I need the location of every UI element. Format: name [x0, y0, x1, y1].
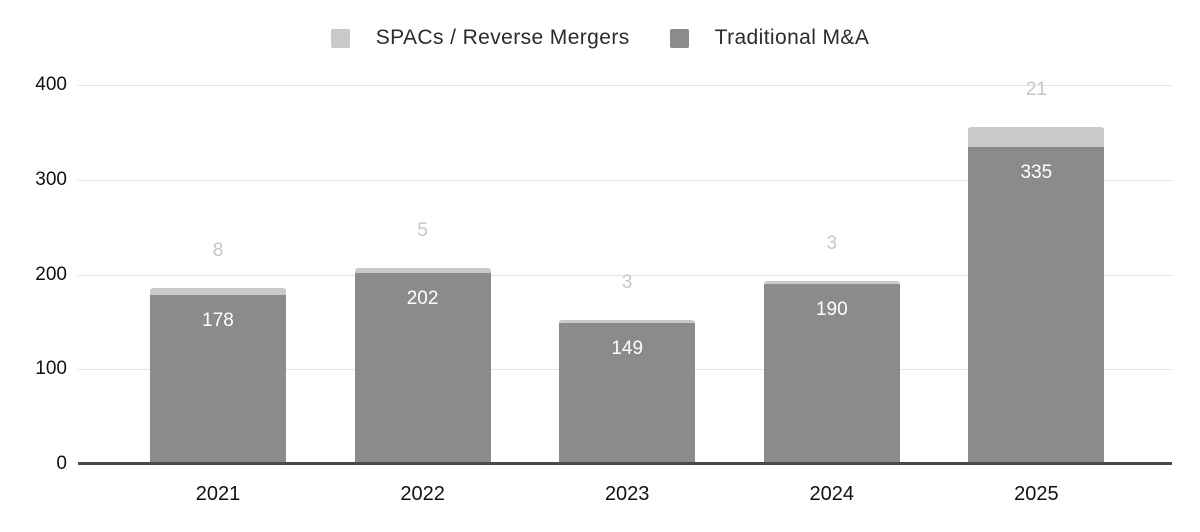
- legend-item: SPACs / Reverse Mergers: [330, 26, 630, 50]
- y-axis-tick-label: 100: [35, 358, 67, 380]
- bar-value-label-spacs: 5: [417, 219, 428, 241]
- bar-segment-spacs: [150, 287, 286, 296]
- bar-value-label-traditional: 335: [1020, 161, 1053, 183]
- bar-segment-spacs: [559, 319, 696, 323]
- legend: SPACs / Reverse Mergers Traditional M&A: [0, 26, 1200, 50]
- legend-swatch-icon: [669, 28, 689, 48]
- bar-value-label-traditional: 202: [406, 287, 439, 309]
- bar-segment-spacs: [968, 126, 1105, 147]
- bar-value-label-spacs: 3: [621, 271, 633, 293]
- legend-item: Traditional M&A: [669, 26, 870, 50]
- bar-segment-traditional: [150, 295, 286, 464]
- bar-segment-spacs: [354, 267, 491, 273]
- x-axis-category-label: 2025: [1014, 483, 1059, 505]
- bar-value-label-traditional: 190: [815, 298, 848, 320]
- bar-segment-spacs: [763, 281, 900, 284]
- gridline: [78, 85, 1172, 86]
- bar-value-label-traditional: 178: [202, 310, 234, 332]
- x-axis-category-label: 2021: [195, 483, 241, 505]
- bar-segment-traditional: [968, 146, 1105, 464]
- gridline: [78, 180, 1172, 181]
- bar-segment-traditional: [763, 283, 900, 464]
- y-axis-tick-label: 200: [35, 263, 67, 285]
- bar-value-label-traditional: 149: [611, 337, 644, 359]
- bar-value-label-spacs: 21: [1025, 78, 1047, 100]
- x-axis-category-label: 2022: [400, 483, 445, 505]
- x-axis-category-label: 2023: [604, 483, 650, 505]
- y-axis-tick-label: 300: [35, 168, 67, 190]
- y-axis-tick-label: 0: [56, 453, 67, 474]
- bar-segment-traditional: [559, 322, 696, 464]
- bar-segment-traditional: [354, 272, 491, 464]
- legend-label: SPACs / Reverse Mergers: [375, 26, 630, 49]
- x-axis-category-label: 2024: [809, 483, 855, 505]
- gridline: [78, 275, 1172, 276]
- legend-label: Traditional M&A: [714, 26, 870, 49]
- bar-value-label-spacs: 3: [826, 233, 838, 255]
- y-axis-tick-label: 400: [35, 74, 67, 95]
- bar-value-label-spacs: 8: [212, 239, 224, 261]
- x-axis-line: [78, 462, 1172, 465]
- legend-swatch-icon: [330, 28, 350, 48]
